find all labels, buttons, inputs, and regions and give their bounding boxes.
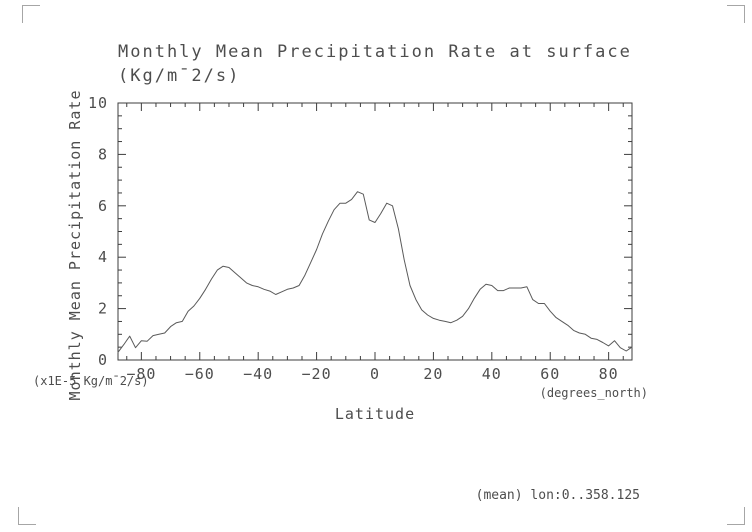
svg-text:6: 6 — [98, 197, 108, 215]
corner-mark-bottom-left — [18, 507, 36, 525]
svg-text:2: 2 — [98, 300, 108, 318]
svg-text:80: 80 — [599, 365, 619, 383]
y-axis-units: (x1E-5 Kg/m¯2/s) — [33, 374, 149, 388]
svg-text:20: 20 — [423, 365, 443, 383]
svg-text:−80: −80 — [126, 365, 156, 383]
chart-title-line1: Monthly Mean Precipitation Rate at surfa… — [118, 42, 632, 62]
svg-text:40: 40 — [482, 365, 502, 383]
svg-text:0: 0 — [370, 365, 380, 383]
svg-text:0: 0 — [98, 351, 108, 369]
svg-text:4: 4 — [98, 248, 108, 266]
svg-text:−20: −20 — [302, 365, 332, 383]
svg-text:10: 10 — [88, 94, 108, 112]
corner-mark-bottom-right — [727, 507, 745, 525]
x-axis-units: (degrees_north) — [539, 386, 648, 400]
chart-title-line2: (Kg/m¯2/s) — [118, 66, 241, 86]
svg-text:8: 8 — [98, 145, 108, 163]
corner-mark-top-right — [727, 5, 745, 23]
x-axis-label: Latitude — [334, 405, 416, 423]
svg-text:−60: −60 — [185, 365, 215, 383]
subtitle-annotation: (mean) lon:0..358.125 — [475, 488, 640, 503]
svg-text:−40: −40 — [243, 365, 273, 383]
svg-text:60: 60 — [540, 365, 560, 383]
corner-mark-top-left — [22, 5, 40, 23]
